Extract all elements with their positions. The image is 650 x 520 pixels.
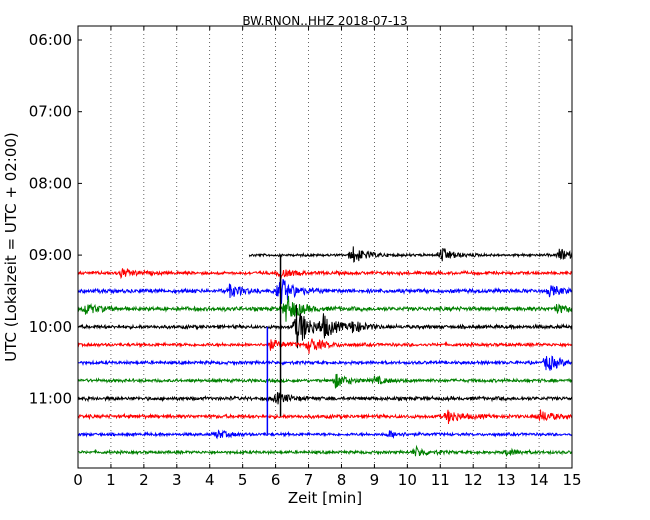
- grid-lines: [110, 26, 540, 468]
- seismogram-trace: [77, 268, 573, 280]
- x-tick-label: 1: [106, 471, 116, 489]
- x-tick-label: 9: [370, 471, 380, 489]
- plot-frame: [77, 25, 573, 469]
- seismogram-trace: [77, 304, 573, 349]
- seismogram-trace: [77, 276, 573, 304]
- chart-title: BW.RNON..HHZ 2018-07-13: [242, 14, 407, 28]
- x-tick-label: 0: [73, 471, 83, 489]
- seismogram-trace: [77, 444, 573, 457]
- x-tick-label: 13: [497, 471, 516, 489]
- seismogram-trace: [77, 338, 573, 354]
- seismogram-trace: [77, 429, 573, 440]
- seismogram-trace: [77, 409, 573, 425]
- seismogram-traces: [77, 246, 573, 457]
- seismogram-trace: [77, 392, 573, 405]
- y-tick-label: 11:00: [29, 390, 72, 408]
- x-tick-label: 11: [431, 471, 450, 489]
- seismogram-trace: [77, 355, 573, 371]
- x-tick-label: 14: [530, 471, 549, 489]
- y-tick-label: 06:00: [29, 31, 72, 49]
- x-tick-label: 10: [398, 471, 417, 489]
- x-tick-label: 6: [271, 471, 281, 489]
- seismogram-trace: [77, 295, 573, 322]
- x-tick-label: 5: [238, 471, 248, 489]
- seismogram-trace: [248, 246, 573, 263]
- y-tick-label: 09:00: [29, 246, 72, 264]
- x-tick-label: 8: [337, 471, 347, 489]
- x-tick-label: 2: [139, 471, 149, 489]
- y-tick-label: 07:00: [29, 103, 72, 121]
- x-axis-label: Zeit [min]: [288, 489, 362, 507]
- x-tick-label: 3: [172, 471, 182, 489]
- x-tick-label: 4: [205, 471, 215, 489]
- x-axis: 0 1 2 3 4 5 6 7 8 9 10 11 12 13 14 15: [73, 26, 582, 489]
- y-tick-label: 08:00: [29, 174, 72, 192]
- y-axis-label: UTC (Lokalzeit = UTC + 02:00): [2, 132, 20, 362]
- x-tick-label: 15: [562, 471, 581, 489]
- y-axis: 06:00 07:00 08:00 09:00 10:00 11:00: [29, 31, 572, 408]
- x-tick-label: 7: [304, 471, 314, 489]
- y-tick-label: 10:00: [29, 318, 72, 336]
- x-tick-label: 12: [464, 471, 483, 489]
- seismogram-trace: [77, 373, 572, 389]
